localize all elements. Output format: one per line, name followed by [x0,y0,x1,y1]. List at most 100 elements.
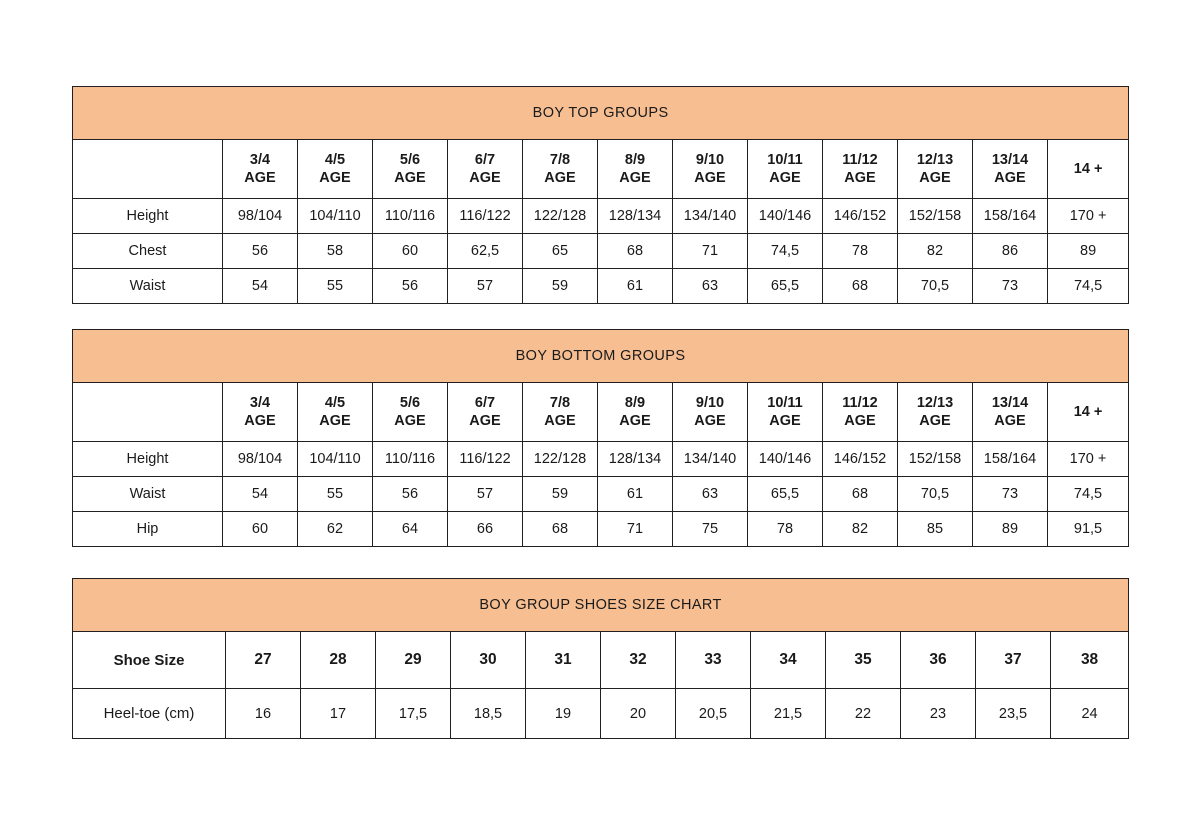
table-cell: 63 [672,476,748,512]
table-cell: 59 [522,268,598,304]
table-cell: 62 [297,511,373,547]
age-range: 11/12 [842,151,878,168]
table-cell: 38 [1049,631,1130,689]
table-cell: 64 [372,511,448,547]
row-label: Height [72,198,223,234]
age-range: 13/14 [991,151,1029,168]
age-word: AGE [544,413,576,429]
age-range: 4/5 [324,394,346,411]
age-word: AGE [994,413,1026,429]
age-word: AGE [919,170,951,186]
table-cell: 104/110 [297,441,373,477]
age-range: 9/10 [695,151,725,168]
table-cell: 134/140 [672,198,748,234]
table-cell: 128/134 [597,198,673,234]
age-col-header: 4/5 AGE [297,382,373,442]
table-cell: 57 [447,476,523,512]
table-cell: 146/152 [822,198,898,234]
table-cell: 65,5 [747,476,823,512]
age-col-header: 9/10 AGE [672,382,748,442]
age-col-header: 10/11 AGE [747,139,823,199]
table-cell: 85 [897,511,973,547]
age-word: AGE [244,413,276,429]
table-cell: 140/146 [747,198,823,234]
table-cell: 116/122 [447,198,523,234]
age-range: 4/5 [324,151,346,168]
age-range: 10/11 [767,151,803,168]
age-range: 14 + [1073,160,1103,177]
boy-bottom-groups-title: BOY BOTTOM GROUPS [72,329,1129,383]
age-range: 9/10 [695,394,725,411]
table-cell: 71 [672,233,748,269]
table-cell: 98/104 [222,198,298,234]
age-word: AGE [769,170,801,186]
table-cell: 146/152 [822,441,898,477]
table-cell: 73 [972,476,1048,512]
table-row: Height 98/104 104/110 110/116 116/122 12… [72,198,1130,234]
table-cell: 19 [525,688,601,739]
table-cell: 158/164 [972,198,1048,234]
age-range: 14 + [1073,403,1103,420]
age-col-header: 9/10 AGE [672,139,748,199]
table-cell: 24 [1049,688,1130,739]
table-cell: 54 [222,476,298,512]
age-word: AGE [544,170,576,186]
boy-group-shoes-size-chart-table: BOY GROUP SHOES SIZE CHART Shoe Size 27 … [71,578,1130,739]
table-row: Waist 54 55 56 57 59 61 63 65,5 68 70,5 … [72,268,1130,304]
table-cell: 18,5 [450,688,526,739]
table-cell: 27 [225,631,301,689]
age-header-row: 3/4 AGE 4/5 AGE 5/6 AGE 6/7 AGE 7/8 AGE 8/9 AG… [72,139,1130,199]
table-cell: 21,5 [750,688,826,739]
table-cell: 78 [747,511,823,547]
table-cell: 68 [522,511,598,547]
table-cell: 29 [375,631,451,689]
row-label: Waist [72,268,223,304]
table-row: Chest 56 58 60 62,5 65 68 71 74,5 78 82 … [72,233,1130,269]
table-banner-row: BOY BOTTOM GROUPS [72,329,1129,383]
table-cell: 110/116 [372,441,448,477]
age-word: AGE [844,170,876,186]
age-word: AGE [319,170,351,186]
table-row: Waist 54 55 56 57 59 61 63 65,5 68 70,5 … [72,476,1129,512]
table-cell: 152/158 [897,441,973,477]
table-cell: 66 [447,511,523,547]
age-word: AGE [619,170,651,186]
age-col-header: 12/13 AGE [897,382,973,442]
table-row: Hip 60 62 64 66 68 71 75 78 82 85 89 91,… [72,511,1129,547]
table-cell: 22 [825,688,901,739]
table-cell: 82 [822,511,898,547]
table-cell: 20,5 [675,688,751,739]
age-col-header: 11/12 AGE [822,139,898,199]
table-cell: 54 [222,268,298,304]
age-range: 10/11 [767,394,803,411]
age-col-header: 3/4 AGE [222,382,298,442]
row-label: Chest [72,233,223,269]
table-cell: 74,5 [747,233,823,269]
table-cell: 68 [822,268,898,304]
age-word: AGE [694,170,726,186]
boy-bottom-groups-table: BOY BOTTOM GROUPS 3/4 AGE 4/5 AGE 5/6 AGE 6… [72,329,1129,547]
table-cell: 89 [1046,233,1130,269]
boy-top-groups-table: BOY TOP GROUPS 3/4 AGE 4/5 AGE 5/6 AGE 6/7 A… [71,86,1130,304]
age-range: 11/12 [842,394,878,411]
age-col-header: 8/9 AGE [597,382,673,442]
age-range: 5/6 [399,394,421,411]
table-cell: 30 [450,631,526,689]
age-col-header: 5/6 AGE [372,382,448,442]
table-cell: 170 + [1046,198,1130,234]
age-word: AGE [694,413,726,429]
row-label: Hip [72,511,223,547]
table-cell: 59 [522,476,598,512]
age-range: 12/13 [916,394,954,411]
table-cell: 60 [222,511,298,547]
age-word: AGE [394,413,426,429]
age-col-header: 8/9 AGE [597,139,673,199]
age-col-header: 13/14 AGE [972,139,1048,199]
table-cell: 82 [897,233,973,269]
table-cell: 70,5 [897,476,973,512]
table-cell: 65 [522,233,598,269]
table-cell: 34 [750,631,826,689]
table-cell: 23 [900,688,976,739]
table-cell: 74,5 [1047,476,1129,512]
table-cell: 33 [675,631,751,689]
